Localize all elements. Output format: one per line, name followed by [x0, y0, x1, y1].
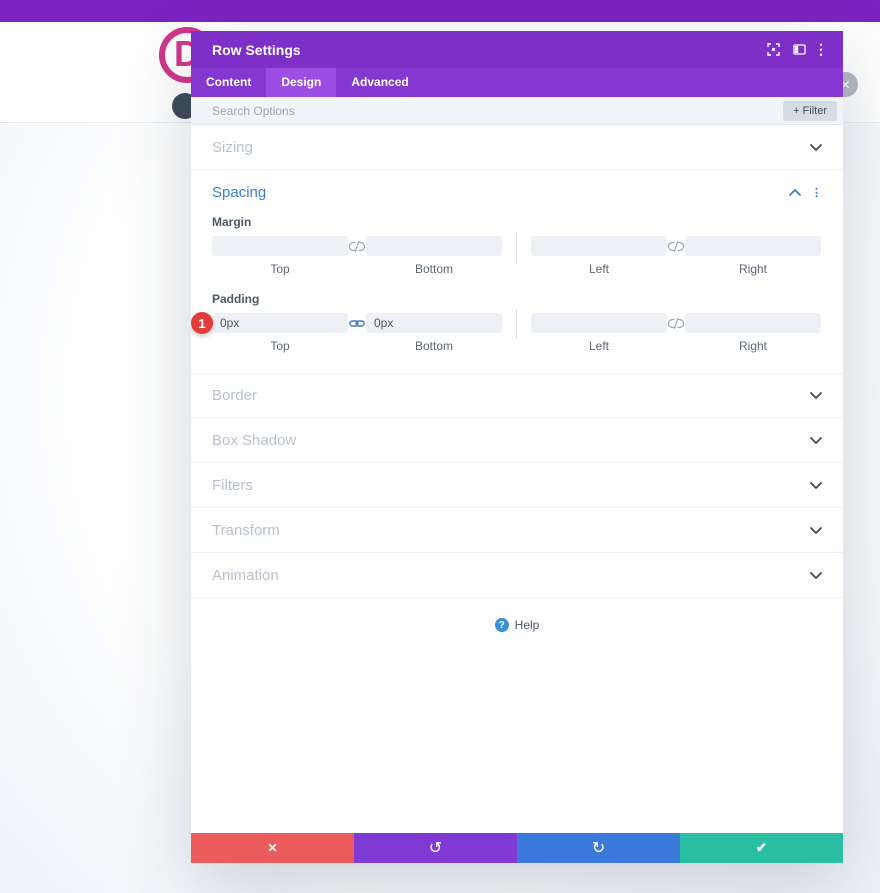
padding-right-field: Right [685, 313, 821, 353]
chevron-down-icon [810, 526, 822, 534]
padding-left-label: Left [588, 339, 609, 353]
row-settings-modal: Row Settings ⋮ Content Design Advanced [191, 31, 843, 863]
modal-tab-bar: Content Design Advanced [191, 68, 843, 97]
margin-right-field: Right [685, 236, 821, 276]
padding-bottom-input[interactable] [366, 313, 502, 333]
padding-right-input[interactable] [685, 313, 821, 333]
section-filters[interactable]: Filters [191, 463, 843, 508]
unlink-values-icon[interactable] [667, 236, 685, 256]
padding-top-label: Top [270, 339, 290, 353]
margin-right-input[interactable] [685, 236, 821, 256]
close-icon: ✕ [840, 77, 851, 92]
modal-body: Sizing Spacing ⋮ Margin [191, 125, 843, 833]
tab-advanced[interactable]: Advanced [351, 75, 409, 89]
more-options-icon[interactable]: ⋮ [814, 41, 828, 57]
annotation-badge-1: 1 [191, 312, 213, 334]
section-spacing-label: Spacing [212, 183, 267, 201]
spacing-options-icon[interactable]: ⋮ [811, 186, 822, 199]
padding-top-input[interactable] [212, 313, 348, 333]
discard-button[interactable]: ✕ [191, 833, 354, 863]
help-icon: ? [494, 618, 509, 632]
help-link[interactable]: ? Help [191, 618, 843, 632]
padding-bottom-field: Bottom [366, 313, 502, 353]
search-options-input[interactable] [212, 103, 784, 118]
filter-button[interactable]: + Filter [783, 100, 837, 121]
section-spacing-header[interactable]: Spacing ⋮ [212, 170, 822, 214]
section-border-label: Border [212, 387, 258, 404]
margin-top-field: Top [212, 236, 348, 276]
redo-button[interactable]: ↺ [517, 833, 680, 863]
admin-top-bar [0, 0, 880, 22]
padding-bottom-label: Bottom [414, 339, 453, 353]
redo-icon: ↺ [591, 840, 606, 857]
margin-bottom-field: Bottom [366, 236, 502, 276]
padding-fields: Top Bottom [212, 309, 822, 353]
modal-title: Row Settings [212, 41, 301, 58]
margin-top-input[interactable] [212, 236, 348, 256]
margin-left-label: Left [588, 262, 609, 276]
margin-bottom-input[interactable] [366, 236, 502, 256]
padding-group: Padding Top Bottom [212, 291, 822, 353]
section-box-shadow-label: Box Shadow [212, 431, 297, 449]
undo-icon: ↺ [428, 840, 443, 857]
chevron-down-icon [810, 481, 822, 489]
padding-label: Padding [212, 292, 260, 306]
padding-left-input[interactable] [531, 313, 667, 333]
search-options-bar: + Filter [191, 97, 843, 125]
tab-design[interactable]: Design [266, 68, 337, 97]
section-border[interactable]: Border [191, 373, 843, 418]
padding-right-label: Right [738, 339, 767, 353]
margin-fields: Top Bottom Left [212, 232, 822, 276]
padding-top-field: Top [212, 313, 348, 353]
section-spacing: Spacing ⋮ Margin Top [191, 170, 843, 373]
section-animation[interactable]: Animation [191, 553, 843, 598]
expand-icon[interactable] [760, 41, 786, 59]
padding-left-field: Left [531, 313, 667, 353]
margin-left-field: Left [531, 236, 667, 276]
help-label: Help [514, 618, 540, 632]
fields-divider [516, 232, 517, 262]
check-icon: ✔ [756, 840, 767, 855]
chevron-down-icon [810, 436, 822, 444]
unlink-values-icon[interactable] [667, 313, 685, 333]
section-box-shadow[interactable]: Box Shadow [191, 418, 843, 463]
section-animation-label: Animation [212, 566, 279, 584]
fields-divider [516, 309, 517, 339]
chevron-down-icon [810, 143, 822, 151]
save-button[interactable]: ✔ [680, 833, 843, 863]
chevron-down-icon [810, 571, 822, 579]
margin-label: Margin [212, 215, 252, 229]
chevron-down-icon [810, 392, 822, 399]
undo-button[interactable]: ↺ [354, 833, 517, 863]
section-sizing-label: Sizing [212, 138, 253, 156]
linked-values-icon[interactable] [348, 313, 366, 333]
modal-header: Row Settings ⋮ [191, 31, 843, 68]
margin-left-input[interactable] [531, 236, 667, 256]
margin-right-label: Right [738, 262, 767, 276]
chevron-up-icon [789, 188, 801, 196]
margin-top-label: Top [270, 262, 290, 276]
modal-footer: ✕ ↺ ↺ ✔ [191, 833, 843, 863]
tab-content[interactable]: Content [206, 75, 252, 89]
unlink-values-icon[interactable] [348, 236, 366, 256]
section-transform-label: Transform [212, 521, 280, 539]
margin-bottom-label: Bottom [414, 262, 453, 276]
section-transform[interactable]: Transform [191, 508, 843, 553]
close-icon: ✕ [267, 841, 278, 855]
section-sizing[interactable]: Sizing [191, 125, 843, 170]
section-filters-label: Filters [212, 476, 253, 494]
layout-columns-icon[interactable] [786, 41, 812, 59]
